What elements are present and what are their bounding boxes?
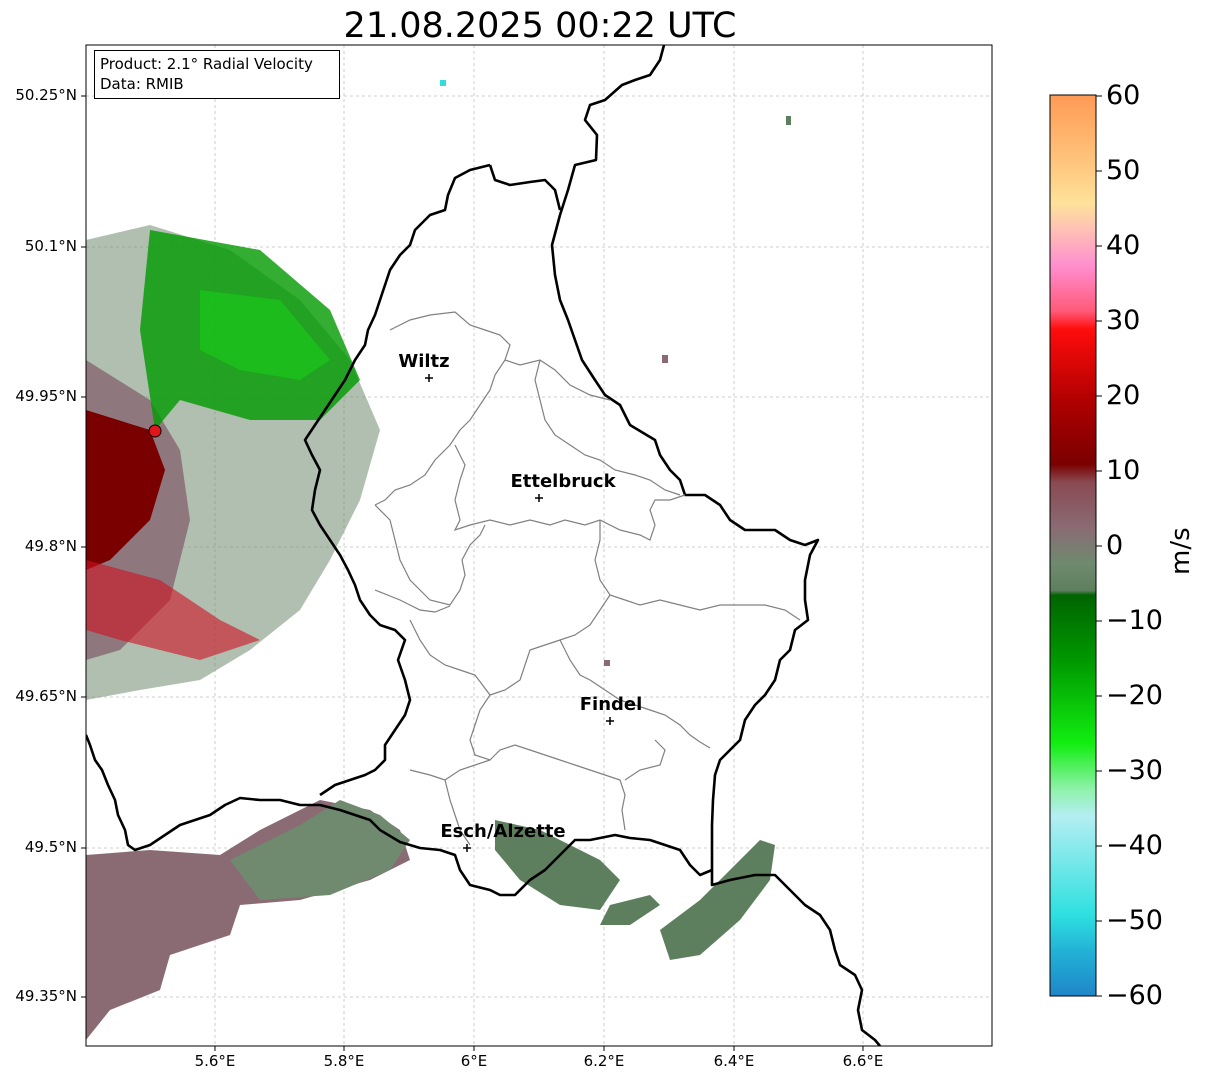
lat-label: 50.1°N <box>24 237 77 255</box>
colorbar-tick-label: −60 <box>1106 980 1163 1011</box>
lat-label: 49.8°N <box>24 537 77 555</box>
colorbar-tick-label: 50 <box>1106 155 1141 186</box>
colorbar-tick-label: −10 <box>1106 605 1163 636</box>
colorbar-tick-label: 20 <box>1106 380 1141 411</box>
canton-boundaries <box>374 311 801 846</box>
radar-site-marker <box>148 424 162 438</box>
product-info-box: Product: 2.1° Radial Velocity Data: RMIB <box>94 50 340 99</box>
colorbar-tick-label: 0 <box>1106 530 1124 561</box>
colorbar-tick-label: 30 <box>1106 305 1141 336</box>
map-title: 21.08.2025 00:22 UTC <box>343 6 737 46</box>
city-label-esch-alzette: Esch/Alzette <box>440 821 566 842</box>
colorbar <box>1049 94 1097 997</box>
data-source-label: Data: RMIB <box>100 75 184 93</box>
lon-label: 6.6°E <box>842 1052 884 1070</box>
lat-label: 49.95°N <box>15 387 77 405</box>
lon-label: 5.8°E <box>323 1052 365 1070</box>
city-label-ettelbruck: Ettelbruck <box>510 471 616 492</box>
colorbar-ticks <box>1096 95 1102 997</box>
axis-ticks <box>81 95 864 1051</box>
colorbar-tick-label: −50 <box>1106 905 1163 936</box>
city-label-findel: Findel <box>579 694 643 715</box>
lat-label: 50.25°N <box>15 86 77 104</box>
lon-label: 6.4°E <box>713 1052 755 1070</box>
colorbar-tick-label: 60 <box>1106 80 1141 111</box>
lat-label: 49.5°N <box>24 838 77 856</box>
colorbar-tick-label: −30 <box>1106 755 1163 786</box>
lon-label: 6.2°E <box>583 1052 625 1070</box>
colorbar-tick-label: 10 <box>1106 455 1141 486</box>
lon-label: 6°E <box>460 1052 488 1070</box>
city-label-wiltz: Wiltz <box>398 351 450 372</box>
colorbar-unit-label: m/s <box>1166 527 1196 575</box>
product-label: Product: 2.1° Radial Velocity <box>100 55 313 73</box>
map-frame <box>85 44 993 1047</box>
lon-label: 5.6°E <box>194 1052 236 1070</box>
lat-label: 49.35°N <box>15 987 77 1005</box>
country-borders <box>86 45 881 1046</box>
colorbar-tick-label: −20 <box>1106 680 1163 711</box>
radar-echoes <box>86 80 791 1040</box>
colorbar-tick-label: −40 <box>1106 830 1163 861</box>
colorbar-tick-label: 40 <box>1106 230 1141 261</box>
city-markers <box>425 374 614 852</box>
lat-label: 49.65°N <box>15 687 77 705</box>
